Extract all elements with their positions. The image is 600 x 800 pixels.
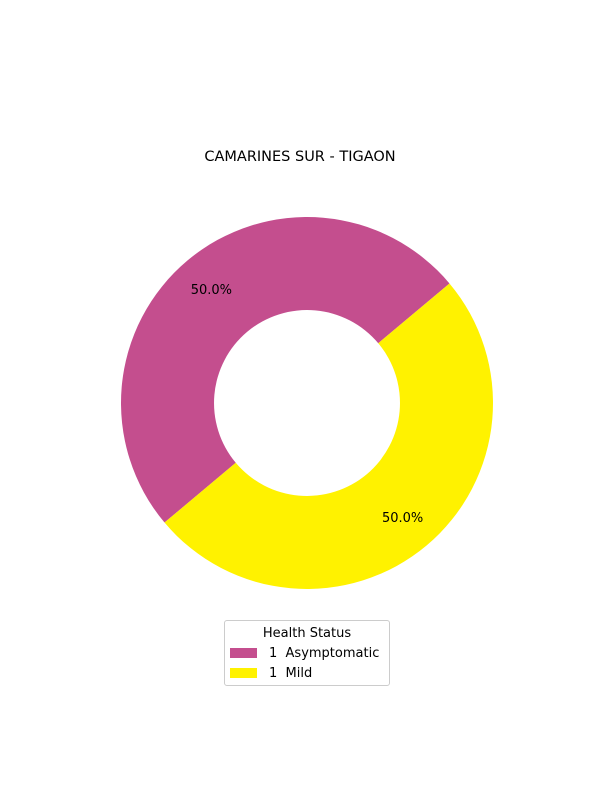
legend-item-asymptomatic: 1 Asymptomatic	[230, 643, 389, 663]
slice-mild	[164, 283, 493, 589]
legend-label-mild: 1 Mild	[269, 665, 313, 681]
legend-swatch-mild	[230, 668, 257, 678]
legend-item-mild: 1 Mild	[230, 663, 389, 683]
slice-label-asymptomatic: 50.0%	[191, 283, 232, 298]
slice-label-mild: 50.0%	[382, 511, 423, 526]
legend-title: Health Status	[262, 626, 352, 641]
legend-label-asymptomatic: 1 Asymptomatic	[269, 645, 380, 661]
chart-title: CAMARINES SUR - TIGAON	[204, 149, 396, 165]
legend-swatch-asymptomatic	[230, 648, 257, 658]
slice-asymptomatic	[120, 216, 450, 523]
legend: Health Status 1 Asymptomatic 1 Mild	[224, 620, 390, 686]
